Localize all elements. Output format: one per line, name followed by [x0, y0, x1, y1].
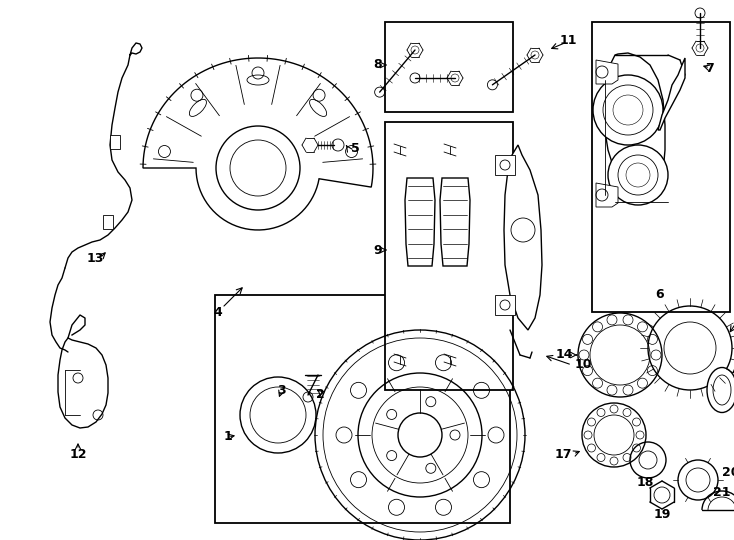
Polygon shape — [603, 53, 665, 202]
Bar — [215, 295, 510, 523]
Text: 21: 21 — [713, 485, 731, 498]
Text: 8: 8 — [374, 58, 382, 71]
Text: 10: 10 — [575, 359, 592, 372]
Polygon shape — [658, 58, 685, 130]
Text: 7: 7 — [705, 62, 714, 75]
Polygon shape — [596, 60, 618, 84]
Bar — [385, 22, 513, 112]
Ellipse shape — [247, 75, 269, 85]
Circle shape — [426, 397, 436, 407]
Polygon shape — [596, 183, 618, 207]
Bar — [103, 215, 113, 229]
Text: 6: 6 — [655, 288, 664, 301]
Circle shape — [608, 145, 668, 205]
Text: 11: 11 — [559, 33, 577, 46]
Circle shape — [450, 430, 460, 440]
Text: 4: 4 — [214, 306, 222, 319]
Polygon shape — [58, 338, 108, 428]
Polygon shape — [143, 58, 373, 230]
Polygon shape — [405, 178, 435, 266]
Text: 12: 12 — [69, 449, 87, 462]
Text: 1: 1 — [224, 430, 233, 443]
Bar — [592, 22, 730, 312]
Text: 3: 3 — [277, 383, 286, 396]
Circle shape — [387, 409, 396, 420]
Circle shape — [426, 463, 436, 473]
Circle shape — [593, 75, 663, 145]
Text: 20: 20 — [722, 465, 734, 478]
Bar — [385, 122, 513, 390]
Bar — [110, 135, 120, 149]
Ellipse shape — [189, 99, 206, 117]
Circle shape — [387, 450, 396, 461]
Bar — [495, 295, 515, 315]
Bar — [495, 155, 515, 175]
Polygon shape — [504, 145, 542, 330]
Text: 18: 18 — [636, 476, 654, 489]
Text: 5: 5 — [351, 141, 360, 154]
Ellipse shape — [310, 99, 327, 117]
Text: 17: 17 — [554, 449, 572, 462]
Text: 9: 9 — [374, 244, 382, 256]
Text: 19: 19 — [653, 509, 671, 522]
Polygon shape — [440, 178, 470, 266]
Text: 2: 2 — [316, 388, 324, 402]
Text: 14: 14 — [556, 348, 573, 361]
Text: 13: 13 — [87, 252, 103, 265]
Ellipse shape — [707, 368, 734, 413]
